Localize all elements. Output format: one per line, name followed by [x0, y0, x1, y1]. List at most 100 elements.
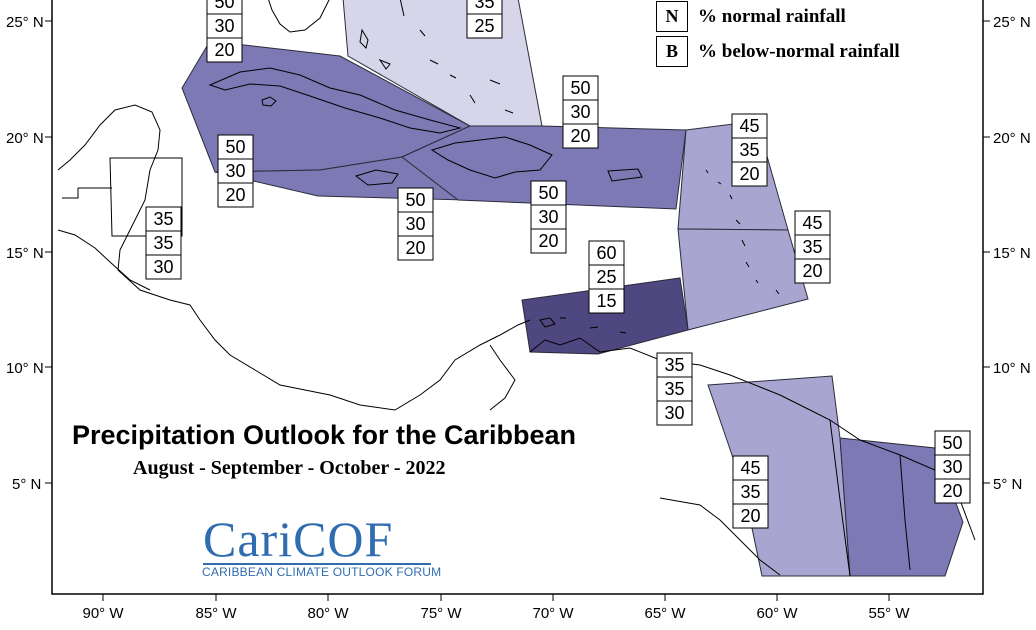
- probability-boxes: 35 35 30 50 30 20 35 25 50 30 20 50 30 20 45 35 20 45 35 20…: [145, 0, 971, 529]
- prob-cell: [562, 123, 599, 149]
- prob-value: 15: [596, 291, 616, 311]
- prob-box-cayman: 50 30 20: [397, 187, 434, 261]
- prob-value: 50: [942, 433, 962, 453]
- lat-label: 5° N: [993, 476, 1022, 493]
- lat-label: 20° N: [6, 130, 44, 147]
- lat-label: 15° N: [6, 245, 44, 262]
- prob-cell: [794, 258, 831, 284]
- prob-value: 35: [664, 355, 684, 375]
- latitude-ticks: [45, 20, 990, 484]
- logo-rule: [203, 563, 431, 565]
- lat-label: 10° N: [993, 360, 1031, 377]
- prob-box-belize: 35 35 30: [145, 206, 182, 280]
- lat-label: 5° N: [12, 476, 41, 493]
- prob-value: 60: [596, 243, 616, 263]
- prob-cell: [588, 288, 625, 314]
- prob-cell: [397, 235, 434, 261]
- legend-below-normal: B % below-normal rainfall: [656, 36, 900, 67]
- prob-value: 35: [740, 482, 760, 502]
- prob-box-cuba-west: 50 30 20: [217, 134, 254, 208]
- prob-value: 50: [225, 137, 245, 157]
- prob-value: 30: [664, 403, 684, 423]
- prob-cell: [732, 479, 769, 505]
- legend-normal: N % normal rainfall: [656, 1, 846, 32]
- prob-cell: [145, 254, 182, 280]
- prob-value: 50: [538, 183, 558, 203]
- prob-value: 20: [214, 40, 234, 60]
- prob-cell: [397, 211, 434, 237]
- prob-value: 50: [570, 78, 590, 98]
- prob-box-venezuela-coast: 35 35 30: [656, 352, 693, 426]
- lon-label: 85° W: [195, 605, 237, 622]
- prob-value: 35: [474, 0, 494, 12]
- prob-cell: [530, 204, 567, 230]
- prob-value: 20: [802, 261, 822, 281]
- prob-value: 50: [405, 190, 425, 210]
- prob-box-windward: 45 35 20: [794, 210, 831, 284]
- lon-label: 90° W: [82, 605, 124, 622]
- prob-cell: [934, 454, 971, 480]
- prob-cell: [562, 75, 599, 101]
- prob-box-bahamas-north: 50 30 20: [206, 0, 243, 63]
- prob-box-trinidad: 60 25 15: [588, 240, 625, 314]
- map-title: Precipitation Outlook for the Caribbean: [72, 420, 577, 450]
- longitude-labels: 90° W 85° W 80° W 75° W 70° W 65° W 60° …: [82, 605, 910, 622]
- prob-value: 30: [405, 214, 425, 234]
- prob-cell: [656, 352, 693, 378]
- prob-value: 45: [739, 116, 759, 136]
- legend-text-normal: % normal rainfall: [698, 5, 846, 27]
- region-suriname-french-guiana: [839, 437, 964, 577]
- prob-value: 35: [739, 140, 759, 160]
- lat-label: 10° N: [6, 360, 44, 377]
- prob-value: 20: [942, 481, 962, 501]
- lat-label: 25° N: [6, 14, 44, 31]
- prob-box-jamaica: 50 30 20: [530, 180, 567, 254]
- prob-cell: [217, 182, 254, 208]
- prob-value: 20: [225, 185, 245, 205]
- prob-box-guyana: 45 35 20: [732, 455, 769, 529]
- prob-cell: [217, 158, 254, 184]
- legend-key-below-normal: B: [656, 36, 688, 67]
- lon-label: 60° W: [756, 605, 798, 622]
- coastlines: [57, 0, 976, 577]
- legend-key-normal: N: [656, 1, 688, 32]
- prob-cell: [206, 37, 243, 63]
- prob-value: 25: [474, 16, 494, 36]
- lon-label: 55° W: [868, 605, 910, 622]
- prob-value: 50: [214, 0, 234, 12]
- prob-value: 35: [664, 379, 684, 399]
- prob-value: 30: [225, 161, 245, 181]
- prob-box-hispaniola: 50 30 20: [562, 75, 599, 149]
- latitude-labels-left: 25° N 20° N 15° N 10° N 5° N: [6, 14, 44, 493]
- prob-cell: [206, 13, 243, 39]
- prob-cell: [731, 113, 768, 139]
- prob-cell: [731, 137, 768, 163]
- prob-cell: [934, 430, 971, 456]
- prob-box-french-guiana: 50 30 20: [934, 430, 971, 504]
- caricof-logo: CariCOF CARIBBEAN CLIMATE OUTLOOK FORUM: [200, 513, 441, 580]
- prob-value: 45: [802, 213, 822, 233]
- prob-value: 30: [942, 457, 962, 477]
- region-windward-islands: [677, 228, 809, 331]
- prob-box-leeward: 45 35 20: [731, 113, 768, 187]
- prob-cell: [656, 400, 693, 426]
- lat-label: 15° N: [993, 245, 1031, 262]
- prob-value: 30: [153, 257, 173, 277]
- lat-label: 25° N: [993, 14, 1031, 31]
- prob-value: 35: [153, 233, 173, 253]
- prob-cell: [530, 228, 567, 254]
- prob-value: 25: [596, 267, 616, 287]
- latitude-labels-right: 25° N 20° N 15° N 10° N 5° N: [993, 14, 1031, 493]
- prob-cell: [731, 161, 768, 187]
- prob-cell: [530, 180, 567, 206]
- lon-label: 70° W: [532, 605, 574, 622]
- prob-cell: [794, 234, 831, 260]
- lon-label: 75° W: [420, 605, 462, 622]
- prob-cell: [217, 134, 254, 160]
- legend-text-below-normal: % below-normal rainfall: [698, 40, 900, 62]
- logo-tagline: CARIBBEAN CLIMATE OUTLOOK FORUM: [202, 565, 442, 579]
- prob-value: 35: [802, 237, 822, 257]
- prob-value: 20: [538, 231, 558, 251]
- prob-cell: [732, 503, 769, 529]
